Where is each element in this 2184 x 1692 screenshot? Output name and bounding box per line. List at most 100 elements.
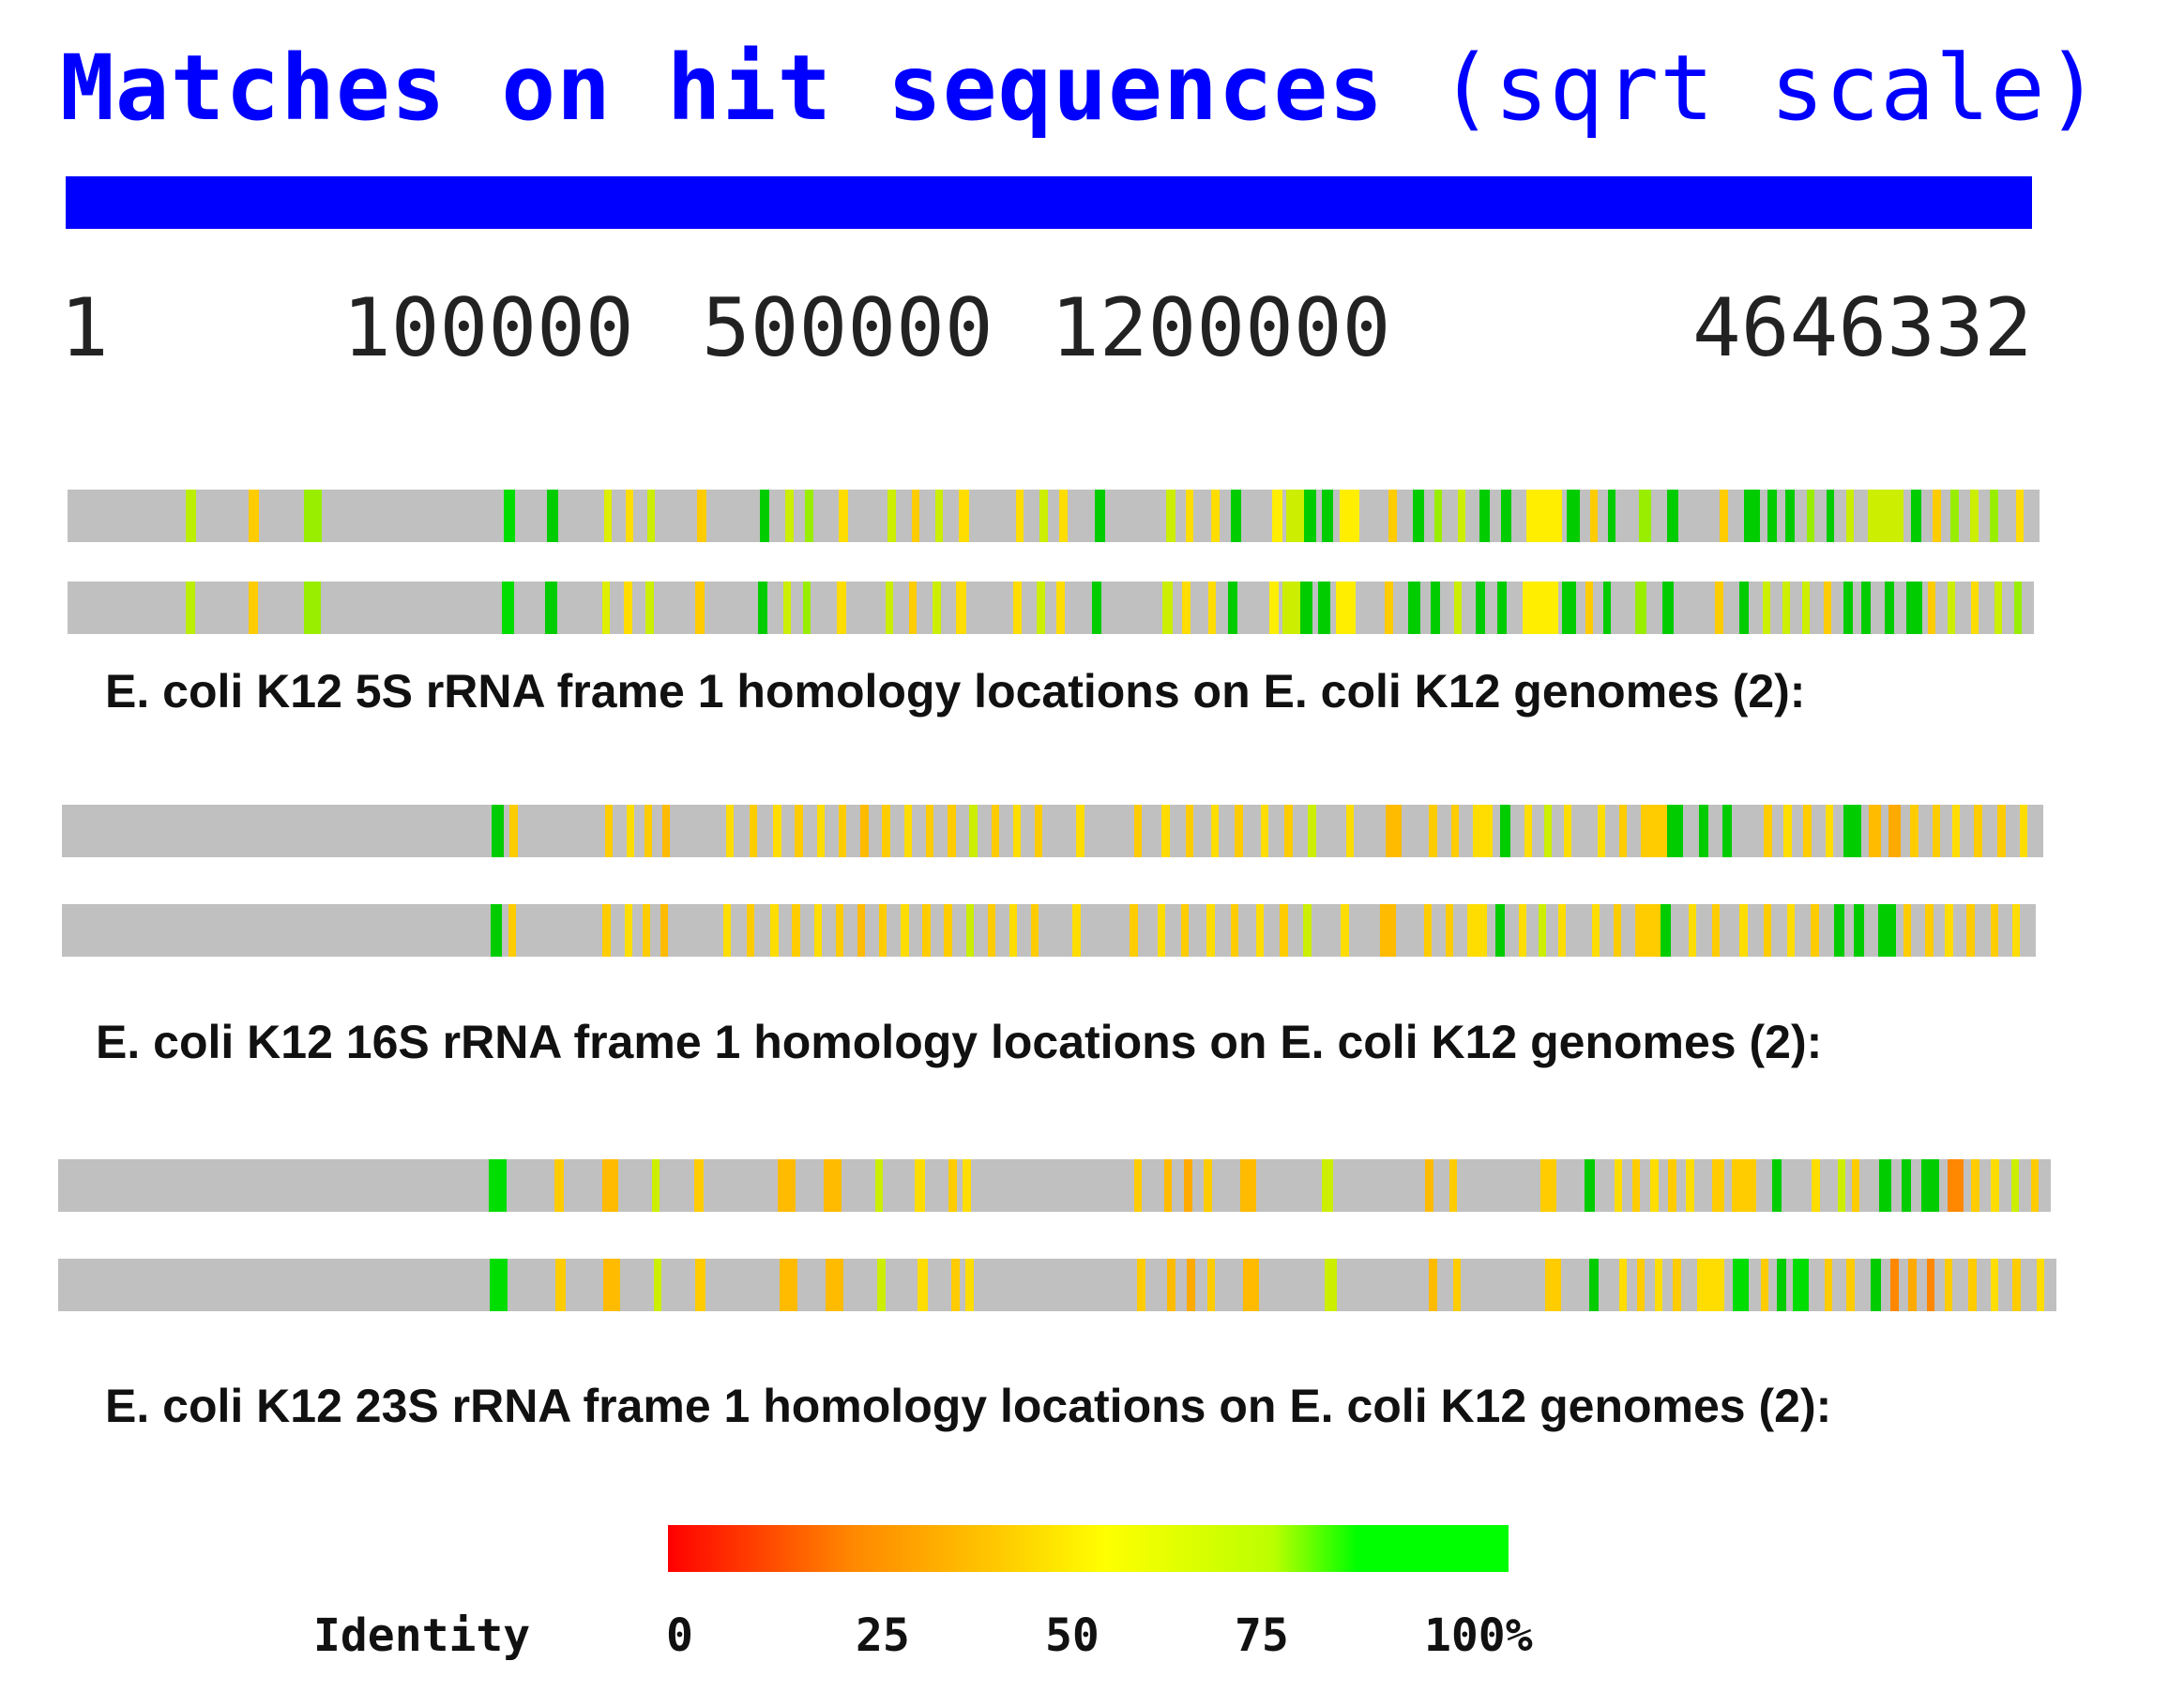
hit-mark <box>1255 904 1265 957</box>
hit-mark <box>1711 1159 1724 1212</box>
hit-mark <box>1763 904 1772 957</box>
hit-mark <box>963 1159 971 1212</box>
hit-mark <box>777 1159 796 1212</box>
hit-mark <box>1834 904 1844 957</box>
hit-mark <box>603 490 613 542</box>
hit-mark <box>887 490 896 542</box>
hit-mark <box>503 490 516 542</box>
hit-mark <box>693 1159 705 1212</box>
hit-mark <box>1162 582 1173 634</box>
hit-mark <box>1870 1259 1881 1311</box>
caption-16s: E. coli K12 16S rRNA frame 1 homology lo… <box>96 1016 1823 1068</box>
hit-mark <box>773 805 781 857</box>
hit-mark <box>660 904 668 957</box>
hit-mark <box>1380 904 1397 957</box>
hit-mark <box>792 904 800 957</box>
hit-mark <box>857 904 866 957</box>
legend-tick: 100% <box>1424 1609 1533 1662</box>
hit-mark <box>694 582 705 634</box>
hit-mark <box>1951 805 1961 857</box>
axis-tick-label: 500000 <box>702 281 993 375</box>
hit-mark <box>1944 1259 1953 1311</box>
hit-mark <box>509 805 518 857</box>
hit-mark <box>1187 1259 1195 1311</box>
hit-mark <box>1589 490 1599 542</box>
hit-mark <box>1990 1259 1999 1311</box>
hit-mark <box>1641 805 1669 857</box>
hit-mark <box>1762 582 1771 634</box>
hit-mark <box>1133 1159 1143 1212</box>
hit-mark <box>1433 490 1443 542</box>
hit-mark <box>759 490 770 542</box>
hit-mark <box>1823 582 1832 634</box>
hit-mark <box>1563 805 1572 857</box>
hit-mark <box>874 1159 884 1212</box>
hit-mark <box>1947 1159 1964 1212</box>
hit-mark <box>1013 582 1022 634</box>
hit-mark <box>1284 805 1293 857</box>
hit-mark <box>813 904 823 957</box>
hit-mark <box>546 490 559 542</box>
hit-mark <box>838 805 847 857</box>
hit-mark <box>1538 904 1547 957</box>
hit-mark <box>1760 1259 1769 1311</box>
hit-mark <box>1231 490 1241 542</box>
hit-mark <box>959 490 969 542</box>
hit-mark <box>1467 904 1488 957</box>
hit-mark <box>1786 904 1796 957</box>
hit-mark <box>1056 582 1065 634</box>
hit-mark <box>1157 904 1166 957</box>
hit-mark <box>965 904 975 957</box>
hit-mark <box>747 904 755 957</box>
hit-mark <box>933 582 941 634</box>
hit-mark <box>1429 805 1437 857</box>
hit-mark <box>1268 582 1280 634</box>
hit-mark <box>1974 805 1982 857</box>
hit-mark <box>1318 582 1330 634</box>
hit-mark <box>1185 805 1193 857</box>
hit-mark <box>1230 904 1238 957</box>
hit-mark <box>1472 805 1493 857</box>
hit-mark <box>601 1159 618 1212</box>
hit-mark <box>1877 904 1896 957</box>
hit-mark <box>1806 490 1815 542</box>
hit-mark <box>1286 490 1304 542</box>
axis-tick-label: 100000 <box>342 281 634 375</box>
hit-mark <box>1095 490 1105 542</box>
hit-mark <box>1423 904 1433 957</box>
hit-mark <box>1137 1259 1145 1311</box>
hit-mark <box>602 904 611 957</box>
hit-mark <box>1926 1259 1935 1311</box>
hit-mark <box>545 582 557 634</box>
hit-mark <box>1991 1159 1999 1212</box>
hit-mark <box>1039 490 1048 542</box>
hit-mark <box>722 904 732 957</box>
hit-mark <box>987 904 996 957</box>
hit-mark <box>1526 490 1563 542</box>
hit-mark <box>1801 582 1811 634</box>
hit-mark <box>185 582 196 634</box>
hit-mark <box>1325 1259 1338 1311</box>
genome-scale-bar <box>66 176 2032 229</box>
hit-mark <box>969 805 978 857</box>
hit-mark <box>1636 1259 1646 1311</box>
hit-mark <box>782 582 792 634</box>
legend-tick: 0 <box>666 1609 693 1662</box>
hit-mark <box>1911 490 1921 542</box>
hit-mark <box>1966 904 1975 957</box>
hit-mark <box>696 490 707 542</box>
hit-mark <box>1650 1159 1659 1212</box>
hit-mark <box>1076 805 1084 857</box>
hit-mark <box>1968 1259 1977 1311</box>
hit-mark <box>1715 582 1723 634</box>
hit-mark <box>1009 904 1018 957</box>
hit-mark <box>1280 904 1288 957</box>
hit-mark <box>785 490 794 542</box>
hit-mark <box>1227 582 1238 634</box>
hit-mark <box>991 805 999 857</box>
hit-mark <box>1385 805 1402 857</box>
hit-mark <box>2015 490 2025 542</box>
hit-mark <box>922 904 931 957</box>
hit-mark <box>1585 582 1594 634</box>
hit-mark <box>2012 1259 2021 1311</box>
